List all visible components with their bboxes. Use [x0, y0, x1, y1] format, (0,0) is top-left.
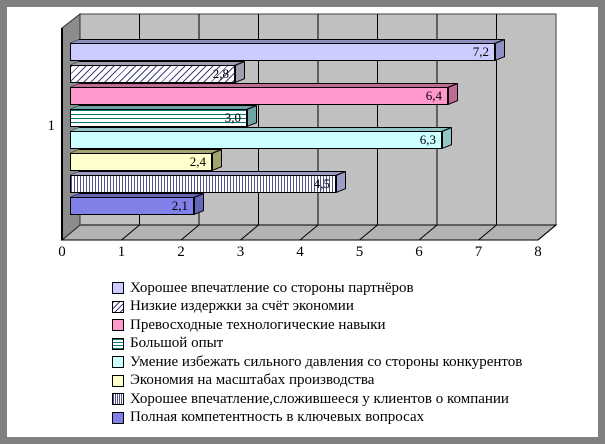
legend-marker — [112, 393, 124, 406]
axis-tick — [121, 224, 140, 241]
legend-marker — [112, 337, 124, 350]
legend-label: Экономия на масштабах производства — [130, 372, 375, 389]
legend-marker — [112, 411, 124, 424]
x-axis-tick-label: 2 — [177, 244, 185, 260]
legend-label: Низкие издержки за счёт экономии — [130, 298, 354, 315]
bar: 7,2 — [70, 39, 505, 61]
legend-item: Экономия на масштабах производства — [112, 372, 522, 391]
legend-item: Полная компетентность в ключевых вопроса… — [112, 409, 522, 428]
legend: Хорошее впечатление со стороны партнёров… — [112, 279, 522, 427]
bar: 3,0 — [70, 105, 257, 127]
axis-tick — [180, 224, 200, 241]
bar: 2,8 — [70, 61, 245, 83]
chart-area: 1 7,2 2,8 6,4 3,0 6,3 2,4 4,5 2,1 0 1 2 3 4 5 6 7 8 Хор… — [7, 7, 598, 437]
bar-front-face — [70, 109, 247, 127]
bar-front-face — [70, 65, 235, 83]
x-axis-tick-label: 8 — [534, 244, 542, 260]
bar-front-face — [70, 87, 448, 105]
legend-item: Большой опыт — [112, 335, 522, 354]
x-axis-tick-label: 5 — [355, 244, 364, 260]
x-axis-tick-label: 1 — [117, 244, 126, 260]
bar-value-label: 4,5 — [313, 176, 330, 191]
bar-value-label: 3,0 — [224, 110, 241, 125]
bar-value-label: 2,8 — [212, 66, 229, 81]
x-axis-tick-label: 3 — [236, 244, 245, 260]
legend-item: Хорошее впечатление со стороны партнёров — [112, 279, 522, 298]
x-axis-tick-label: 0 — [58, 244, 66, 260]
x-axis-tick-label: 7 — [474, 244, 483, 260]
legend-label: Большой опыт — [130, 335, 224, 352]
legend-label: Хорошее впечатление,сложившееся у клиент… — [130, 390, 509, 407]
legend-item: Превосходные технологические навыки — [112, 316, 522, 335]
bar: 6,4 — [70, 83, 458, 105]
bar-front-face — [70, 153, 212, 171]
category-axis-label: 1 — [47, 118, 56, 134]
axis-tick — [240, 224, 259, 241]
axis-tick — [537, 224, 557, 241]
legend-label: Превосходные технологические навыки — [130, 316, 386, 333]
legend-label: Хорошее впечатление со стороны партнёров — [130, 279, 414, 296]
bar: 4,5 — [70, 171, 346, 193]
bar: 2,4 — [70, 149, 222, 171]
legend-marker — [112, 300, 124, 313]
legend-marker — [112, 319, 124, 332]
x-axis-tick-label: 4 — [296, 244, 304, 260]
legend-label: Полная компетентность в ключевых вопроса… — [130, 409, 425, 426]
x-axis-tick-label: 6 — [415, 244, 423, 260]
bar-value-label: 6,4 — [425, 88, 442, 103]
legend-item: Умение избежать сильного давления со сто… — [112, 353, 522, 372]
bar-front-face — [70, 131, 442, 149]
axis-tick — [299, 224, 319, 241]
bar-front-face — [70, 197, 194, 215]
bar: 6,3 — [70, 127, 452, 149]
bar: 2,1 — [70, 193, 204, 215]
bar-front-face — [70, 43, 495, 61]
legend-marker — [112, 356, 124, 369]
bar-front-face — [70, 175, 336, 193]
legend-marker — [112, 374, 124, 387]
axis-tick — [478, 224, 497, 241]
bar-value-label: 2,1 — [171, 198, 188, 213]
bar-value-label: 6,3 — [419, 132, 436, 147]
axis-tick — [359, 224, 378, 241]
axis-tick — [418, 224, 438, 241]
legend-marker — [112, 282, 124, 295]
bar-value-label: 2,4 — [189, 154, 206, 169]
bar-value-label: 7,2 — [472, 44, 489, 59]
legend-item: Низкие издержки за счёт экономии — [112, 298, 522, 317]
legend-item: Хорошее впечатление,сложившееся у клиент… — [112, 390, 522, 409]
legend-label: Умение избежать сильного давления со сто… — [130, 353, 523, 370]
